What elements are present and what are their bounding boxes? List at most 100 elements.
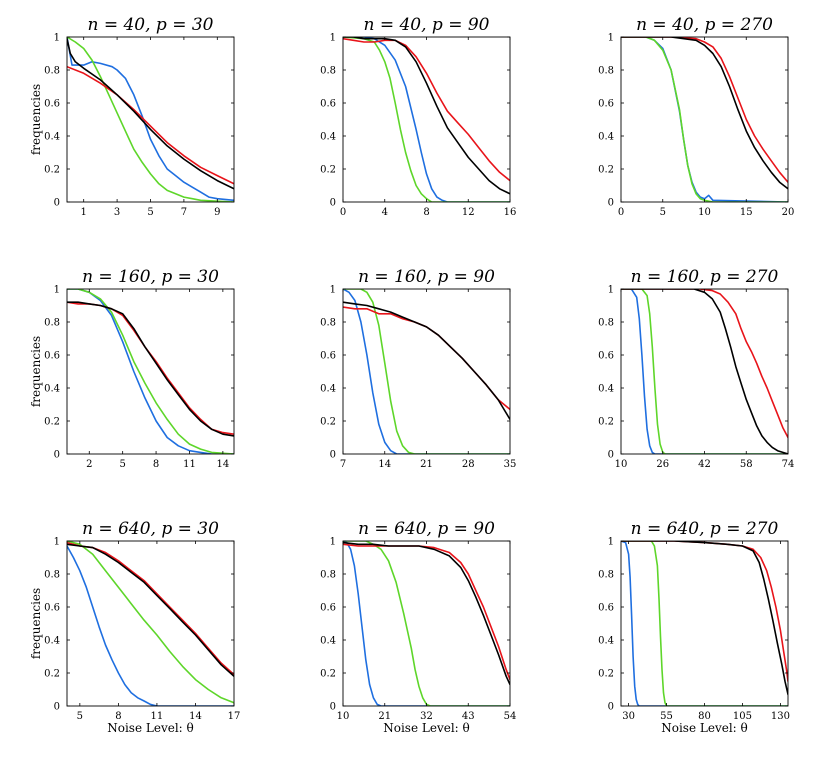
series-green-line <box>621 541 788 706</box>
x-tick-label: 21 <box>378 711 391 722</box>
axes-box <box>342 36 511 203</box>
series-green-line <box>67 37 234 202</box>
series-black-line <box>621 289 788 454</box>
y-tick-label: 1 <box>330 33 336 44</box>
y-tick-label: 0.2 <box>320 417 336 428</box>
x-tick-label: 0 <box>618 207 624 218</box>
x-tick-label: 10 <box>698 207 711 218</box>
subplot-4: n = 160, p = 30 2 5 8 11 14 0 0.2 0.4 0.6 0.8 1 freq… <box>29 267 235 470</box>
x-tick-label: 17 <box>228 711 241 722</box>
y-tick-label: 0.4 <box>44 636 60 647</box>
x-tick-label: 0 <box>340 207 346 218</box>
series-red-line <box>343 543 510 681</box>
y-tick-label: 0.6 <box>320 351 336 362</box>
series-green-line <box>343 289 510 454</box>
y-tick-label: 0 <box>54 702 60 713</box>
series-black-line <box>343 541 510 686</box>
series-blue-line <box>67 289 234 454</box>
x-tick-label: 30 <box>622 711 635 722</box>
y-tick-label: 0.6 <box>598 351 614 362</box>
y-axis-label: frequencies <box>29 336 43 407</box>
y-tick-label: 1 <box>54 285 60 296</box>
subplot-title: n = 160, p = 30 <box>82 267 219 287</box>
series-green-line <box>67 289 234 454</box>
subplot-title: n = 640, p = 90 <box>358 519 495 539</box>
y-tick-label: 0.6 <box>598 603 614 614</box>
series-black-line <box>343 37 510 195</box>
subplot-6: n = 160, p = 270 10 26 42 58 74 0 0.2 0.4 0.6 0.8 1 <box>598 267 794 470</box>
subplot-9: n = 640, p = 270 30 55 80 105 130 0 0.2 0.4 0.6 0.… <box>598 519 790 735</box>
subplot-title: n = 640, p = 270 <box>631 519 779 539</box>
series-black-line <box>343 301 510 421</box>
y-tick-label: 0.4 <box>44 132 60 143</box>
axes-box <box>342 540 511 707</box>
y-tick-label: 0.8 <box>320 570 336 581</box>
y-tick-label: 1 <box>330 285 336 296</box>
series-blue-line <box>343 541 510 706</box>
x-tick-label: 1 <box>81 207 87 218</box>
x-tick-label: 11 <box>151 711 164 722</box>
x-tick-label: 74 <box>782 459 795 470</box>
y-tick-label: 1 <box>54 33 60 44</box>
series-green-line <box>621 37 788 202</box>
x-tick-label: 11 <box>183 459 196 470</box>
y-tick-label: 0 <box>330 702 336 713</box>
series-black-line <box>67 37 234 190</box>
series-group <box>67 37 234 202</box>
y-tick-label: 0.6 <box>44 99 60 110</box>
series-green-line <box>343 541 510 706</box>
subplot-title: n = 160, p = 90 <box>358 267 495 287</box>
axes-box <box>342 288 511 455</box>
x-tick-label: 14 <box>189 711 202 722</box>
y-tick-label: 0.6 <box>44 603 60 614</box>
y-tick-label: 0.8 <box>598 570 614 581</box>
x-tick-label: 20 <box>782 207 795 218</box>
series-group <box>621 289 788 454</box>
y-tick-label: 0 <box>608 198 614 209</box>
y-tick-label: 0.4 <box>320 132 336 143</box>
y-tick-label: 0.8 <box>598 318 614 329</box>
y-tick-label: 0 <box>330 450 336 461</box>
series-red-line <box>343 37 510 182</box>
y-tick-label: 0.2 <box>598 669 614 680</box>
subplot-title: n = 40, p = 90 <box>363 15 489 35</box>
y-tick-label: 0.8 <box>598 66 614 77</box>
x-tick-label: 105 <box>733 711 752 722</box>
x-tick-label: 58 <box>740 459 753 470</box>
y-tick-label: 0 <box>608 702 614 713</box>
x-tick-label: 2 <box>86 459 92 470</box>
x-tick-label: 21 <box>420 459 433 470</box>
subplot-title: n = 640, p = 30 <box>82 519 219 539</box>
x-tick-label: 55 <box>660 711 673 722</box>
x-tick-label: 14 <box>378 459 391 470</box>
series-group <box>621 37 788 202</box>
y-tick-label: 0 <box>54 450 60 461</box>
x-tick-label: 80 <box>698 711 711 722</box>
subplot-7: n = 640, p = 30 5 8 11 14 17 0 0.2 0.4 0.6 0.8 1 fre… <box>29 519 240 735</box>
series-black-line <box>621 37 788 190</box>
y-tick-label: 0.8 <box>320 66 336 77</box>
subplot-5: n = 160, p = 90 7 14 21 28 35 0 0.2 0.4 0.6 0.8 1 <box>320 267 516 470</box>
y-tick-label: 0.8 <box>44 570 60 581</box>
subplot-3: n = 40, p = 270 0 5 10 15 20 0 0.2 0.4 0.6 0.8 1 <box>598 15 794 218</box>
series-blue-line <box>621 541 788 706</box>
series-green-line <box>343 37 510 202</box>
y-tick-label: 0.2 <box>44 165 60 176</box>
series-red-line <box>67 65 234 185</box>
x-tick-label: 10 <box>615 459 628 470</box>
x-tick-label: 5 <box>119 459 125 470</box>
y-tick-label: 0.2 <box>320 165 336 176</box>
y-tick-label: 0.4 <box>598 384 614 395</box>
subplot-8: n = 640, p = 90 10 21 32 43 54 0 0.2 0.4 0.6 0.8 1 N… <box>320 519 516 735</box>
x-axis-label: Noise Level: θ <box>661 721 748 735</box>
x-tick-label: 8 <box>153 459 159 470</box>
series-red-line <box>621 289 788 439</box>
x-tick-label: 7 <box>181 207 187 218</box>
axes-box <box>66 540 235 707</box>
series-red-line <box>621 37 788 183</box>
y-tick-label: 0.6 <box>44 351 60 362</box>
axes-box <box>620 540 789 707</box>
series-green-line <box>67 541 234 704</box>
